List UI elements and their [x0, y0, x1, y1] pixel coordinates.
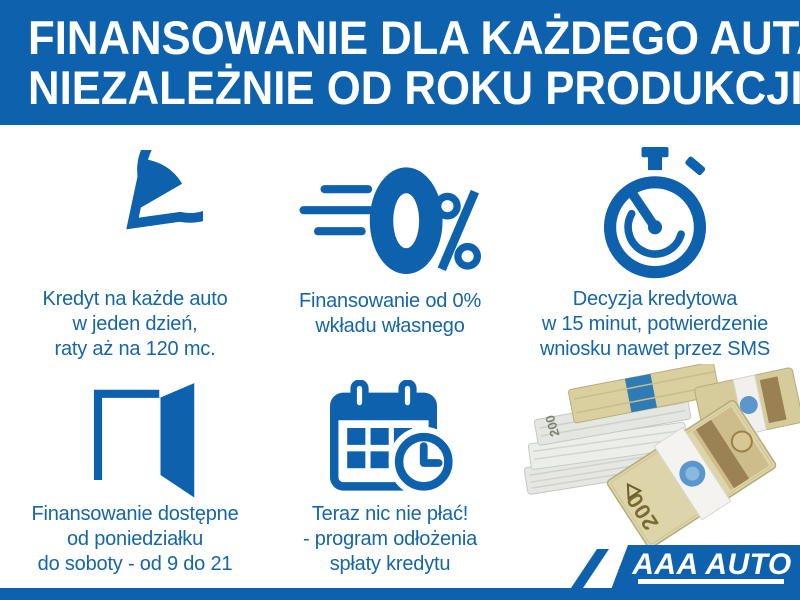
- feature-caption-deferral: Teraz nic nie płać! - program odłożenia …: [303, 502, 477, 577]
- logo-underline: [638, 579, 784, 584]
- headline-line-1: FINANSOWANIE DLA KAŻDEGO AUTA: [28, 11, 800, 64]
- feature-card-zero-percent: Finansowanie od 0% wkładu własnego: [270, 125, 510, 362]
- logo-banner-shape: [607, 545, 800, 600]
- features-grid: Kredyt na każde auto w jeden dzień, raty…: [0, 125, 800, 588]
- feature-caption-availability: Finansowanie dostępne od poniedziałku do…: [31, 502, 238, 577]
- headline-line-2: NIEZALEŻNIE OD ROKU PRODUKCJI: [28, 61, 800, 114]
- stopwatch-icon: [603, 147, 707, 279]
- feature-card-deferral: Teraz nic nie płać! - program odłożenia …: [270, 362, 510, 588]
- aaa-auto-logo: AAA AUTO: [563, 545, 800, 600]
- feature-caption-line: wniosku nawet przez SMS: [540, 338, 770, 360]
- feature-caption-line: spłaty kredytu: [329, 553, 451, 575]
- feature-caption-line: raty aż na 120 mc.: [54, 338, 216, 360]
- feature-caption-line: wkładu własnego: [315, 315, 465, 337]
- money-stacks-photo: 200 200: [523, 364, 800, 546]
- feature-caption-zero-percent: Finansowanie od 0% wkładu własnego: [299, 289, 481, 339]
- feature-caption-line: - program odłożenia: [302, 528, 478, 550]
- feature-caption-line: Teraz nic nie płać!: [311, 503, 469, 525]
- logo-text: AAA AUTO: [631, 548, 792, 581]
- feature-caption-line: od poniedziałku: [67, 528, 203, 550]
- footer-bar: [0, 588, 800, 600]
- logo-slash-shape: [563, 549, 609, 600]
- calendar-clock-icon: [330, 380, 455, 497]
- feature-caption-line: Finansowanie dostępne: [31, 503, 239, 525]
- feature-caption-line: do soboty - od 9 do 21: [37, 553, 233, 575]
- feature-caption-decision: Decyzja kredytowa w 15 minut, potwierdze…: [540, 287, 770, 362]
- feature-card-credit: Kredyt na każde auto w jeden dzień, raty…: [0, 125, 270, 362]
- feature-caption-line: Finansowanie od 0%: [298, 290, 482, 312]
- feature-caption-line: w 15 minut, potwierdzenie: [541, 313, 769, 335]
- feature-card-money: 200 200: [510, 362, 800, 588]
- feature-card-availability: Finansowanie dostępne od poniedziałku do…: [0, 362, 270, 588]
- pie-chart-icon: [125, 150, 203, 230]
- feature-card-decision: Decyzja kredytowa w 15 minut, potwierdze…: [510, 125, 800, 362]
- feature-caption-line: Decyzja kredytowa: [572, 288, 738, 310]
- headline-banner: FINANSOWANIE DLA KAŻDEGO AUTA NIEZALEŻNI…: [0, 0, 800, 125]
- open-door-icon: [93, 383, 194, 498]
- zero-percent-icon: [299, 167, 481, 275]
- feature-caption-line: Kredyt na każde auto: [42, 288, 228, 310]
- feature-caption-credit: Kredyt na każde auto w jeden dzień, raty…: [42, 287, 227, 362]
- feature-caption-line: w jeden dzień,: [72, 313, 198, 335]
- banknote-value-label: 200: [542, 413, 562, 438]
